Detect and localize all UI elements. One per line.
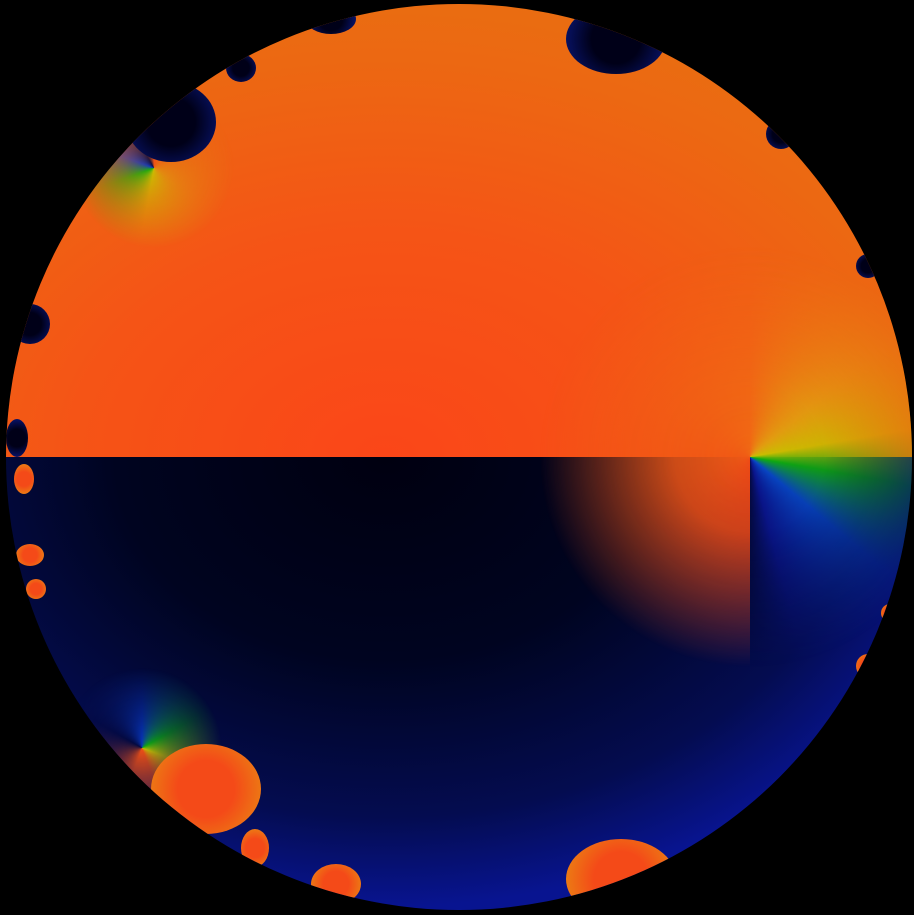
blob	[14, 464, 34, 494]
blob	[241, 829, 269, 867]
blob	[856, 254, 880, 278]
blob	[126, 82, 216, 162]
blob	[6, 419, 28, 457]
blob	[226, 54, 256, 82]
blob	[856, 654, 880, 678]
blob	[151, 744, 261, 834]
blob	[881, 604, 899, 622]
blob	[16, 544, 44, 566]
zero-point	[450, 157, 912, 757]
blob	[10, 304, 50, 344]
blob	[566, 4, 666, 74]
blob	[306, 4, 356, 34]
blob	[766, 119, 796, 149]
disk	[6, 4, 912, 910]
blob	[566, 839, 676, 910]
blob	[311, 864, 361, 904]
blob	[26, 579, 46, 599]
